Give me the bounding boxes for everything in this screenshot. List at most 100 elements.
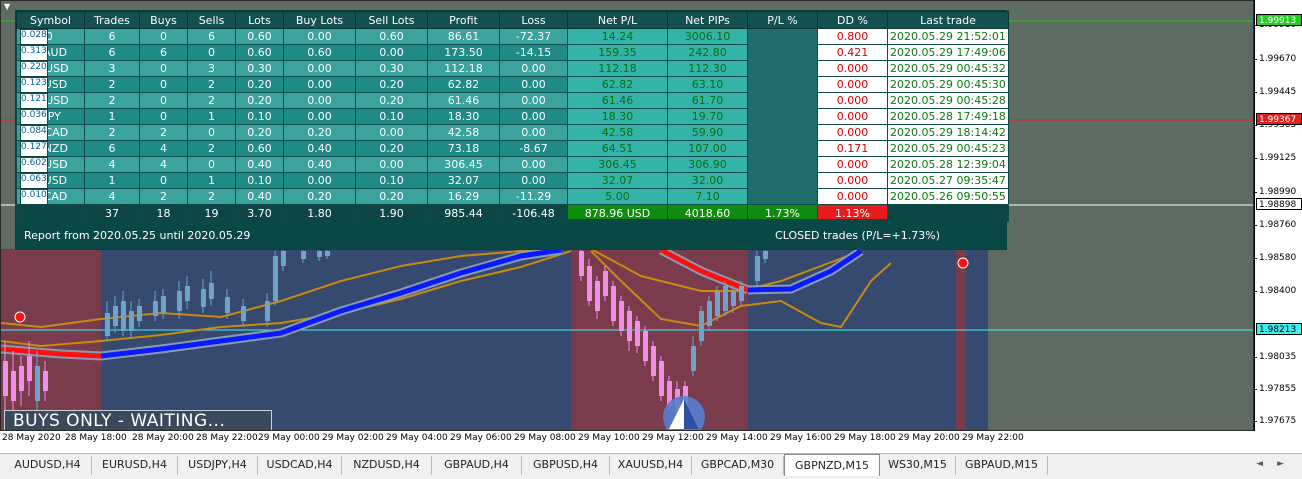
table-cell: 4 bbox=[84, 188, 140, 205]
totals-cell: 1.13% bbox=[817, 204, 888, 222]
upper-band-line bbox=[1, 245, 572, 329]
table-row[interactable]: AUDUSD3030.300.000.30112.180.00112.18112… bbox=[16, 60, 1009, 77]
candle-body bbox=[763, 251, 768, 259]
candle-body bbox=[113, 306, 118, 326]
candle-body bbox=[611, 286, 616, 321]
candle-body bbox=[105, 313, 110, 336]
table-cell: 306.45 bbox=[427, 156, 500, 173]
table-cell: -72.37 bbox=[499, 28, 568, 45]
table-cell: 2 bbox=[139, 188, 188, 205]
report-period: Report from 2020.05.25 until 2020.05.29 bbox=[24, 229, 251, 242]
totals-cell bbox=[887, 204, 1009, 222]
table-row[interactable]: USDJPY1010.100.000.1018.300.0018.3019.70… bbox=[16, 108, 1009, 125]
table-cell: 86.61 bbox=[427, 28, 500, 45]
chart-tab-bar: ◄► AUDUSD,H4 EURUSD,H4 USDJPY,H4 USDCAD,H4 N… bbox=[0, 453, 1302, 479]
table-cell: 0.000 bbox=[817, 156, 888, 173]
time-label: 28 May 18:00 bbox=[65, 433, 127, 443]
column-header: DD % bbox=[817, 11, 888, 29]
arrow-left-icon[interactable]: ◄ bbox=[1256, 459, 1278, 469]
time-label: 29 May 16:00 bbox=[770, 433, 832, 443]
table-cell: 0.036 bbox=[20, 108, 48, 125]
table-cell: 0.60 bbox=[235, 44, 284, 61]
candle-body bbox=[121, 301, 126, 331]
table-cell: -11.29 bbox=[499, 188, 568, 205]
price-label: 1.98400 bbox=[1252, 286, 1297, 296]
table-row[interactable]: USDCAD2200.200.200.0042.580.0042.5859.90… bbox=[16, 124, 1009, 141]
chart-tab[interactable]: EURUSD,H4 bbox=[92, 456, 178, 475]
sell-zone bbox=[956, 249, 966, 430]
candle-body bbox=[241, 306, 246, 321]
table-cell: 0 bbox=[187, 156, 236, 173]
arrow-right-icon[interactable]: ► bbox=[1277, 459, 1298, 469]
table-row[interactable]: EURUSD1010.100.000.1032.070.0032.0732.00… bbox=[16, 172, 1009, 189]
chart-tab[interactable]: XAUUSD,H4 bbox=[610, 456, 692, 475]
price-axis: 1.999101.996701.994451.993051.991251.989… bbox=[1252, 0, 1302, 431]
table-cell: 0 bbox=[139, 172, 188, 189]
triangle-down-icon[interactable]: ▼ bbox=[4, 2, 11, 11]
candle-body bbox=[683, 386, 688, 406]
table-cell: 62.82 bbox=[427, 76, 500, 93]
table-cell: 0.00 bbox=[499, 108, 568, 125]
table-cell: 0 bbox=[187, 124, 236, 141]
table-cell: 64.51 bbox=[567, 140, 668, 157]
table-cell: 2020.05.29 17:49:06 bbox=[887, 44, 1009, 61]
chart-tab[interactable]: GBPNZD,M15 bbox=[784, 454, 880, 476]
table-cell: 0.20 bbox=[355, 140, 428, 157]
candle-body bbox=[755, 256, 760, 281]
chart-tab[interactable]: NZDUSD,H4 bbox=[342, 456, 432, 475]
time-label: 29 May 12:00 bbox=[642, 433, 704, 443]
table-row[interactable]: GBPNZD6420.600.400.2073.18-8.6764.51107.… bbox=[16, 140, 1009, 157]
table-row[interactable]: XAUUSD4400.400.400.00306.450.00306.45306… bbox=[16, 156, 1009, 173]
table-cell: 0.00 bbox=[499, 76, 568, 93]
candle-body bbox=[325, 251, 330, 256]
table-cell: 0.40 bbox=[235, 188, 284, 205]
time-label: 29 May 20:00 bbox=[898, 433, 960, 443]
chart-tab[interactable]: WS30,M15 bbox=[880, 456, 956, 475]
table-cell: 2020.05.27 09:35:47 bbox=[887, 172, 1009, 189]
chart-tab[interactable]: GBPAUD,H4 bbox=[432, 456, 522, 475]
candle-body bbox=[3, 361, 8, 396]
table-cell: 62.82 bbox=[567, 76, 668, 93]
tab-scroll-buttons[interactable]: ◄► bbox=[1256, 459, 1298, 469]
table-cell: 2020.05.29 00:45:30 bbox=[887, 76, 1009, 93]
table-row[interactable]: WS306060.600.000.6086.61-72.3714.243006.… bbox=[16, 28, 1009, 45]
time-label: 29 May 22:00 bbox=[962, 433, 1024, 443]
sell-signal-dot bbox=[957, 257, 969, 269]
trade-report-panel: Symbol Trades Buys Sells Lots Buy Lots Sell Lo… bbox=[15, 10, 1009, 250]
chart-tab[interactable]: USDCAD,H4 bbox=[258, 456, 342, 475]
chart-tab[interactable]: GBPAUD,M15 bbox=[956, 456, 1048, 475]
table-cell: 4 bbox=[139, 156, 188, 173]
table-cell: 173.50 bbox=[427, 44, 500, 61]
table-cell: 0 bbox=[139, 28, 188, 45]
price-chart[interactable]: ▼ Symbol Trades Buys Sells Lots Buy Lots Sell … bbox=[0, 0, 1254, 431]
table-row[interactable]: GBPCAD4220.400.200.2016.29-11.295.007.10… bbox=[16, 188, 1009, 205]
table-cell: 0.20 bbox=[283, 124, 356, 141]
middle-band-line bbox=[1, 250, 572, 348]
candle-body bbox=[651, 346, 656, 376]
table-cell: 2020.05.26 09:50:55 bbox=[887, 188, 1009, 205]
table-cell: 242.80 bbox=[667, 44, 748, 61]
table-cell: 0.000 bbox=[817, 108, 888, 125]
candle-body bbox=[301, 251, 306, 259]
table-cell: 2 bbox=[84, 124, 140, 141]
table-cell: 0.00 bbox=[499, 92, 568, 109]
candle-body bbox=[707, 301, 712, 326]
candle-body bbox=[739, 286, 744, 301]
table-cell: 0.028 bbox=[20, 29, 48, 45]
table-row[interactable]: NZDUSD2020.200.000.2061.460.0061.4661.70… bbox=[16, 92, 1009, 109]
candle-body bbox=[643, 331, 648, 361]
time-label: 29 May 04:00 bbox=[386, 433, 448, 443]
table-cell: 112.18 bbox=[567, 60, 668, 77]
ma-blue-segment bbox=[747, 248, 863, 293]
chart-tab[interactable]: GBPUSD,H4 bbox=[522, 456, 610, 475]
price-label: 1.97855 bbox=[1252, 384, 1297, 394]
chart-tab[interactable]: AUDUSD,H4 bbox=[4, 456, 92, 475]
candle-body bbox=[43, 371, 48, 391]
table-row[interactable]: GBPUSD2020.200.000.2062.820.0062.8263.10… bbox=[16, 76, 1009, 93]
table-cell: 6 bbox=[84, 140, 140, 157]
table-row[interactable]: GBPAUD6600.600.600.00173.50-14.15159.352… bbox=[16, 44, 1009, 61]
table-cell: 0.010 bbox=[20, 188, 48, 205]
chart-tab[interactable]: GBPCAD,M30 bbox=[692, 456, 784, 475]
chart-tab[interactable]: USDJPY,H4 bbox=[178, 456, 258, 475]
column-header: Lots bbox=[235, 11, 284, 29]
